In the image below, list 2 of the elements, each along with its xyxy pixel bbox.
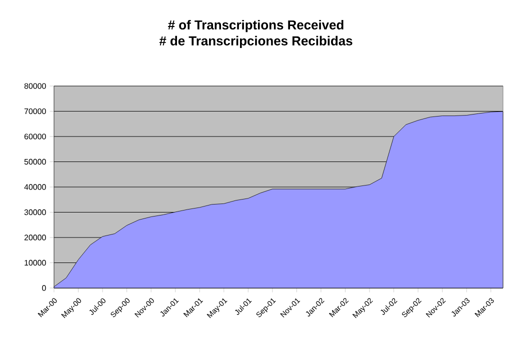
chart-subtitle: # de Transcripciones Recibidas bbox=[159, 36, 352, 48]
chart-title: # of Transcriptions Received bbox=[168, 20, 344, 32]
